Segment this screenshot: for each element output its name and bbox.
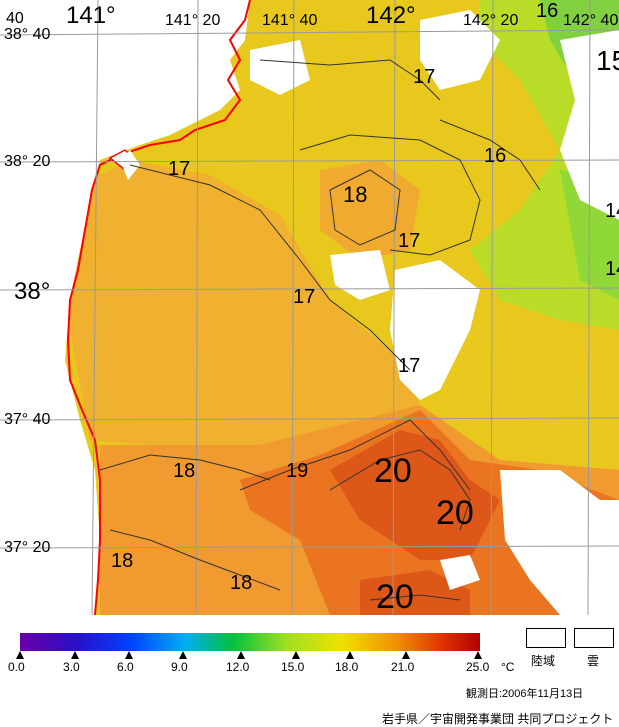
isotherms xyxy=(99,59,541,601)
temperature-colorbar xyxy=(20,633,480,651)
colorbar-unit: °C xyxy=(501,660,515,674)
lon-label-142: 142° xyxy=(366,2,416,29)
project-credit: 岩手県／宇宙開発事業団 共同プロジェクト xyxy=(382,712,614,726)
colorbar-tick-label: 0.0 xyxy=(8,660,25,674)
colorbar-tick-label: 25.0 xyxy=(466,660,490,674)
coastline xyxy=(66,0,251,616)
isotherm-label: 16 xyxy=(536,0,559,22)
isotherm-label: 18 xyxy=(230,572,253,594)
isotherm-label: 17 xyxy=(168,158,191,180)
colorbar-tick-label: 12.0 xyxy=(226,660,250,674)
colorbar-tick-label: 6.0 xyxy=(117,660,134,674)
colorbar-ticks xyxy=(16,651,482,659)
isotherm-label: 17 xyxy=(413,66,436,88)
lon-label-142-40: 142° 40 xyxy=(563,12,619,29)
lat-label-38: 38° xyxy=(14,278,51,305)
cloud-swatch xyxy=(574,628,614,648)
corner-label: 40 xyxy=(6,10,24,27)
isotherm-label: 17 xyxy=(398,355,421,377)
isotherm-label: 14 xyxy=(605,258,619,280)
isotherm-label: 19 xyxy=(286,460,309,482)
colorbar-tick-label: 18.0 xyxy=(335,660,359,674)
lat-label-38-20: 38° 20 xyxy=(4,153,51,170)
isotherm-label: 17 xyxy=(293,286,316,308)
isotherm-label: 18 xyxy=(343,182,368,207)
land-area xyxy=(0,0,250,615)
lon-label-142-20: 142° 20 xyxy=(463,12,519,29)
isotherm-label: 15 xyxy=(596,45,619,76)
lon-label-141-40: 141° 40 xyxy=(262,12,318,29)
lon-label-141-20: 141° 20 xyxy=(165,12,221,29)
cloud-cover xyxy=(120,10,619,615)
isotherm-label: 20 xyxy=(436,494,474,532)
lon-label-141: 141° xyxy=(66,2,116,29)
isotherm-label: 20 xyxy=(374,452,412,490)
isotherm-label: 16 xyxy=(484,145,507,167)
isotherm-label: 20 xyxy=(376,578,414,616)
colorbar-tick-label: 21.0 xyxy=(391,660,415,674)
observation-date: 観測日:2006年11月13日 xyxy=(466,688,584,700)
lat-label-38-40: 38° 40 xyxy=(4,26,51,43)
land-swatch xyxy=(526,628,566,648)
colorbar-tick-label: 9.0 xyxy=(171,660,188,674)
land-swatch-label: 陸域 xyxy=(531,654,556,668)
lat-label-37-20: 37° 20 xyxy=(4,539,51,556)
isotherm-label: 14 xyxy=(605,200,619,222)
colorbar-tick-label: 15.0 xyxy=(281,660,305,674)
graticule xyxy=(0,0,619,616)
cloud-swatch-label: 雲 xyxy=(587,654,600,668)
lat-label-37-40: 37° 40 xyxy=(4,411,51,428)
colorbar-tick-label: 3.0 xyxy=(63,660,80,674)
isotherm-label: 17 xyxy=(398,230,421,252)
isotherm-label: 18 xyxy=(173,460,196,482)
isotherm-label: 18 xyxy=(111,550,134,572)
